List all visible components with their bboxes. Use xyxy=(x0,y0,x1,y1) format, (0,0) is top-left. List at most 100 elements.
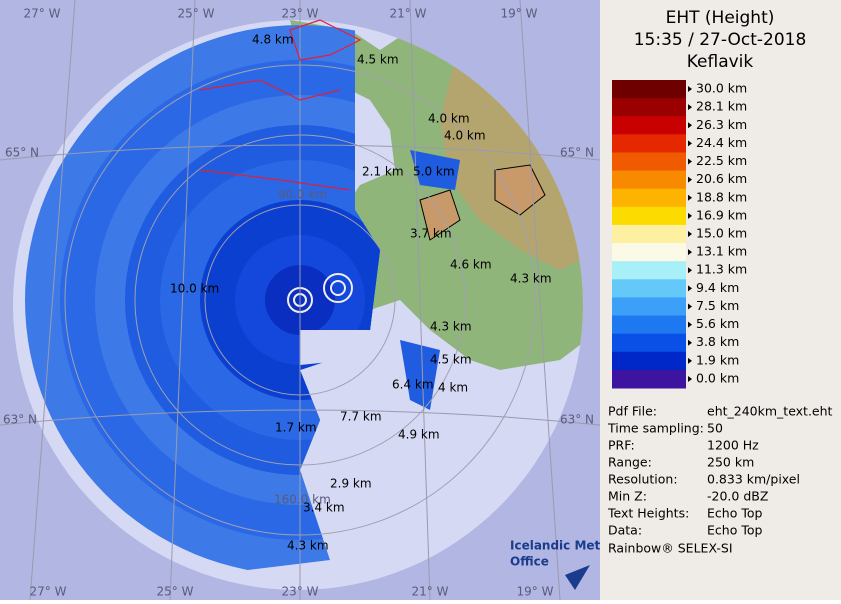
legend-swatch xyxy=(612,152,686,172)
legend-marker xyxy=(688,104,692,111)
legend-label: 3.8 km xyxy=(696,334,739,349)
legend-swatch xyxy=(612,224,686,244)
legend-swatch xyxy=(612,351,686,371)
legend-marker xyxy=(688,194,692,201)
legend-swatch xyxy=(612,333,686,353)
info-label: Min Z: xyxy=(608,489,647,504)
info-label: Pdf File: xyxy=(608,404,657,419)
legend-label: 9.4 km xyxy=(696,280,739,295)
legend-label: 15.0 km xyxy=(696,226,747,241)
legend-marker xyxy=(688,267,692,274)
info-value: -20.0 dBZ xyxy=(707,489,768,504)
legend: 30.0 km 28.1 km 26.3 km 24.4 km 22.5 km 20.6 … xyxy=(612,80,747,389)
echo-top-label: 4.3 km xyxy=(430,320,472,334)
legend-label: 5.6 km xyxy=(696,316,739,331)
info-value: 0.833 km/pixel xyxy=(707,472,800,487)
legend-marker xyxy=(688,357,692,364)
info-label: Text Heights: xyxy=(607,506,689,521)
grid-label: 21° W xyxy=(412,585,449,599)
legend-swatch xyxy=(612,170,686,190)
legend-label: 18.8 km xyxy=(696,189,747,204)
legend-label: 22.5 km xyxy=(696,153,747,168)
grid-label: 65° N xyxy=(560,146,594,160)
grid-label: 19° W xyxy=(517,585,554,599)
legend-swatch xyxy=(612,206,686,226)
info-value: eht_240km_text.eht xyxy=(707,404,833,419)
legend-swatch xyxy=(612,116,686,135)
echo-top-label: 4.0 km xyxy=(444,129,486,143)
legend-swatch xyxy=(612,261,686,280)
grid-label: 25° W xyxy=(178,7,215,21)
timestamp: 15:35 / 27-Oct-2018 xyxy=(634,30,807,50)
legend-swatch xyxy=(612,134,686,153)
legend-marker xyxy=(688,176,692,183)
legend-marker xyxy=(688,321,692,328)
legend-label: 1.9 km xyxy=(696,352,739,367)
echo-top-label: 1.7 km xyxy=(275,421,317,435)
legend-swatch xyxy=(612,98,686,117)
legend-marker xyxy=(688,212,692,219)
title: EHT (Height) xyxy=(666,8,775,28)
legend-swatch xyxy=(612,243,686,262)
legend-label: 28.1 km xyxy=(696,99,747,114)
echo-top-label: 4.8 km xyxy=(252,33,294,47)
legend-label: 0.0 km xyxy=(696,370,739,385)
ring-label: 90.0 km xyxy=(278,188,327,202)
echo-top-label: 4.6 km xyxy=(450,258,492,272)
grid-label: 25° W xyxy=(157,585,194,599)
legend-marker xyxy=(688,140,692,147)
echo-top-label: 2.9 km xyxy=(330,477,372,491)
info-label: PRF: xyxy=(608,438,635,453)
echo-top-label: 4.5 km xyxy=(430,353,472,367)
echo-top-label: 3.4 km xyxy=(303,501,345,515)
echo-top-label: 2.1 km xyxy=(362,165,404,179)
legend-marker xyxy=(688,303,692,310)
legend-marker xyxy=(688,339,692,346)
legend-marker xyxy=(688,122,692,129)
echo-top-label: 4.5 km xyxy=(357,53,399,67)
echo-top-label: 6.4 km xyxy=(392,378,434,392)
legend-label: 11.3 km xyxy=(696,262,747,277)
legend-label: 13.1 km xyxy=(696,244,747,259)
legend-label: 26.3 km xyxy=(696,117,747,132)
logo: Icelandic Met Office xyxy=(510,539,601,590)
legend-marker xyxy=(688,285,692,292)
site: Keflavik xyxy=(687,52,754,72)
info-value: 1200 Hz xyxy=(707,438,759,453)
legend-swatch xyxy=(612,279,686,298)
graticule xyxy=(0,0,601,601)
legend-swatch xyxy=(612,315,686,335)
legend-label: 30.0 km xyxy=(696,81,747,96)
legend-label: 24.4 km xyxy=(696,135,747,150)
legend-label: 20.6 km xyxy=(696,171,747,186)
grid-label: 23° W xyxy=(282,7,319,21)
legend-swatch xyxy=(612,297,686,317)
legend-marker xyxy=(688,249,692,256)
footer: Rainbow® SELEX-SI xyxy=(608,541,733,556)
logo-text: Office xyxy=(510,555,549,569)
info-label: Resolution: xyxy=(608,472,678,487)
info-value: 250 km xyxy=(707,455,754,470)
legend-swatch xyxy=(612,369,686,389)
legend-marker xyxy=(688,158,692,165)
info-label: Data: xyxy=(608,523,642,538)
echo-top-label: 4.9 km xyxy=(398,428,440,442)
info-value: Echo Top xyxy=(707,506,762,521)
legend-marker xyxy=(688,375,692,382)
legend-label: 16.9 km xyxy=(696,207,747,222)
echo-top-label: 4.3 km xyxy=(287,539,329,553)
grid-label: 19° W xyxy=(501,7,538,21)
grid-label: 65° N xyxy=(5,146,39,160)
grid-label: 23° W xyxy=(282,585,319,599)
info-value: 50 xyxy=(707,421,723,436)
info-label: Range: xyxy=(608,455,652,470)
grid-label: 21° W xyxy=(390,7,427,21)
grid-label: 27° W xyxy=(30,585,67,599)
echo-top-label: 5.0 km xyxy=(413,165,455,179)
echo-top-label: 4.3 km xyxy=(510,272,552,286)
echo-top-label: 4.0 km xyxy=(428,112,470,126)
grid-label: 27° W xyxy=(24,7,61,21)
echo-top-label: 3.7 km xyxy=(410,227,452,241)
